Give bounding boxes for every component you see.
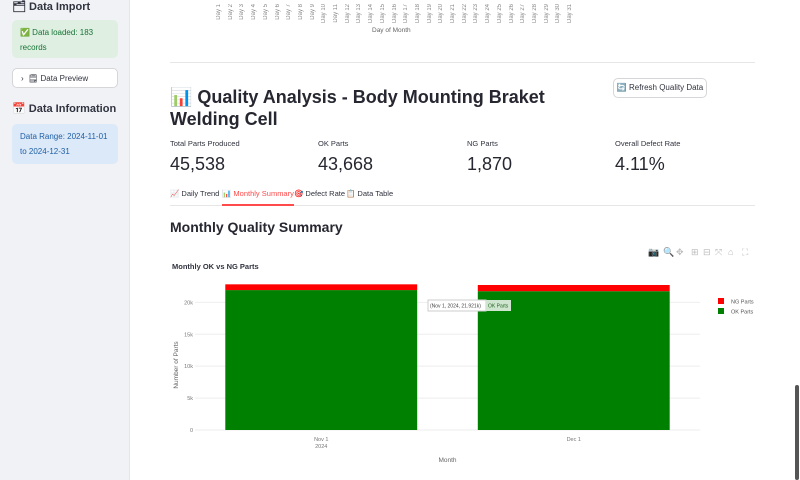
metric-ng-parts: NG Parts 1,870	[467, 139, 512, 175]
day-tick-label: Day 19	[426, 4, 433, 24]
autoscale-icon[interactable]: ⤧	[715, 247, 723, 257]
day-tick-label: Day 6	[274, 4, 281, 20]
day-tick-label: Day 12	[344, 4, 351, 24]
day-tick-label: Day 15	[379, 4, 386, 24]
bar-ok-parts	[477, 291, 670, 430]
metric-label: Overall Defect Rate	[615, 139, 681, 148]
data-import-heading: 🗂 Data Import	[12, 1, 91, 13]
bar-ok-parts	[225, 290, 418, 430]
zoom-icon[interactable]: 🔍	[663, 247, 675, 257]
data-preview-expander[interactable]: › 🗒 Data Preview	[12, 68, 118, 88]
day-tick-label: Day 24	[485, 4, 492, 24]
x-axis-title: Month	[438, 457, 456, 464]
camera-icon[interactable]: 📷	[648, 247, 660, 257]
sidebar: 🗂 Data Import ✅ Data loaded: 183 records…	[0, 0, 130, 480]
tab-defect-rate[interactable]: 🎯 Defect Rate	[294, 189, 346, 198]
main-content: Day 1 Day 2 Day 3 Day 4 Day 5 Day 6 Day 7 Day 8…	[130, 0, 800, 480]
fullscreen-icon[interactable]: ⛶	[742, 247, 749, 257]
metric-label: OK Parts	[318, 139, 349, 148]
tooltip-series: OK Parts	[488, 304, 509, 310]
metric-total-parts: Total Parts Produced 45,538	[170, 139, 240, 175]
page-title: 📊 Quality Analysis - Body Mounting Brake…	[170, 87, 545, 129]
metric-ok-parts: OK Parts 43,668	[318, 139, 373, 175]
heading-text: Data Information	[28, 103, 117, 115]
metric-label: NG Parts	[467, 139, 498, 148]
day-tick-label: Day 30	[555, 4, 562, 24]
clipboard-icon: 🗒	[28, 74, 39, 83]
chevron-right-icon: ›	[21, 74, 24, 83]
tab-daily-trend[interactable]: 📈 Daily Trend	[170, 189, 220, 198]
day-tick-label: Day 22	[461, 4, 468, 24]
metric-defect-rate: Overall Defect Rate 4.11%	[615, 139, 680, 175]
day-tick-label: Day 13	[356, 4, 363, 24]
data-range-info: Data Range: 2024-11-01 to 2024-12-31	[12, 124, 118, 164]
tooltip-series-box	[486, 300, 511, 311]
home-icon[interactable]: ⌂	[728, 247, 734, 257]
legend-swatch	[718, 308, 724, 314]
legend-label: OK Parts	[731, 310, 754, 316]
day-tick-label: Day 27	[520, 4, 527, 24]
tab-data-table[interactable]: 📋 Data Table	[346, 189, 394, 198]
tab-monthly-summary[interactable]: 📊 Monthly Summary	[222, 189, 294, 206]
x-tick-label: 2024	[315, 444, 327, 450]
y-tick-label: 10k	[184, 364, 193, 370]
y-tick-label: 0	[190, 428, 193, 434]
day-tick-label: Day 5	[262, 4, 269, 20]
day-tick-label: Day 7	[286, 4, 293, 20]
divider	[170, 62, 755, 63]
day-tick-label: Day 11	[333, 4, 339, 23]
day-tick-label: Day 31	[567, 4, 573, 24]
day-tick-label: Day 16	[391, 4, 398, 24]
legend-label: NG Parts	[731, 300, 754, 306]
day-tick-label: Day 26	[508, 4, 515, 24]
tooltip-text: (Nov 1, 2024, 21.921k)	[430, 304, 481, 310]
day-tick-label: Day 10	[321, 4, 328, 24]
metric-value: 45,538	[170, 154, 226, 174]
data-information-heading: 📅 Data Information	[12, 103, 117, 115]
x-tick-label: Dec 1	[567, 437, 581, 443]
zoom-out-icon[interactable]: ⊟	[703, 247, 711, 257]
expander-label: Data Preview	[40, 74, 89, 83]
metric-value: 1,870	[467, 154, 513, 174]
chart-title: Monthly OK vs NG Parts	[172, 262, 259, 271]
bar-ng-parts	[225, 284, 418, 291]
y-tick-label: 5k	[187, 396, 193, 402]
day-tick-label: Day 18	[414, 4, 421, 24]
metric-value: 4.11%	[615, 154, 665, 174]
day-tick-label: Day 29	[543, 4, 550, 24]
tab-bar: 📈 Daily Trend 📊 Monthly Summary 🎯 Defect…	[170, 186, 755, 206]
day-tick-label: Day 8	[297, 4, 304, 20]
day-tick-label: Day 3	[239, 4, 246, 20]
data-loaded-alert: ✅ Data loaded: 183 records	[12, 20, 118, 58]
metric-value: 43,668	[318, 154, 374, 174]
day-tick-label: Day 21	[450, 4, 456, 24]
day-tick-label: Day 14	[368, 4, 375, 24]
zoom-in-icon[interactable]: ⊞	[691, 247, 699, 257]
day-tick-label: Day 1	[216, 4, 222, 20]
day-tick-label: Day 2	[227, 4, 234, 20]
pan-icon[interactable]: ✥	[676, 247, 684, 257]
legend-swatch	[718, 298, 724, 304]
section-title: Monthly Quality Summary	[170, 219, 343, 235]
day-tick-label: Day 28	[531, 4, 538, 24]
metric-label: Total Parts Produced	[170, 139, 240, 148]
day-tick-label: Day 17	[403, 4, 410, 24]
x-tick-label: Nov 1	[314, 437, 328, 443]
day-tick-label: Day 20	[438, 4, 445, 24]
day-tick-label: Day 23	[473, 4, 480, 24]
y-tick-label: 20k	[184, 300, 193, 306]
day-tick-label: Day 9	[309, 4, 316, 20]
x-axis-title: Day of Month	[372, 27, 411, 34]
scrollbar[interactable]	[795, 385, 799, 480]
y-axis-title: Number of Parts	[173, 341, 180, 389]
bar-ng-parts	[477, 284, 670, 292]
y-tick-label: 15k	[184, 332, 193, 338]
refresh-quality-data-button[interactable]: 🔄 Refresh Quality Data	[613, 78, 707, 98]
day-tick-label: Day 4	[251, 4, 258, 20]
heading-text: Data Import	[29, 1, 91, 13]
day-tick-label: Day 25	[496, 4, 503, 24]
